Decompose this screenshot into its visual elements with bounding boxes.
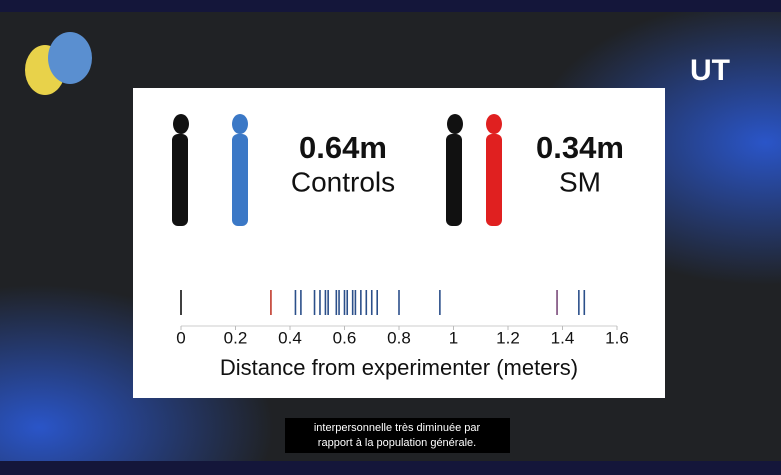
annotation: Controls (291, 166, 395, 197)
x-tick-label: 1 (449, 328, 458, 347)
annotation: 0.34m (536, 130, 624, 165)
silhouettes (172, 114, 502, 226)
annotation: SM (559, 166, 601, 197)
x-tick-label: 0.2 (224, 328, 248, 347)
x-tick-label: 1.6 (605, 328, 629, 347)
logo: UT (690, 54, 730, 87)
x-tick-label: 0 (176, 328, 185, 347)
x-tick-label: 0.4 (278, 328, 302, 347)
caption-box (285, 418, 510, 453)
annotation: 0.64m (299, 130, 387, 165)
x-axis-label: Distance from experimenter (meters) (220, 355, 578, 380)
caption: rapport à la population générale. (318, 437, 476, 449)
bottom-bar (0, 461, 781, 475)
caption: interpersonnelle très diminuée par (314, 422, 481, 434)
masks-icon (25, 32, 92, 95)
x-tick-label: 1.4 (551, 328, 575, 347)
top-bar (0, 0, 781, 12)
chart-panel (133, 88, 665, 398)
x-tick-label: 0.6 (333, 328, 357, 347)
x-tick-label: 0.8 (387, 328, 411, 347)
x-tick-label: 1.2 (496, 328, 520, 347)
